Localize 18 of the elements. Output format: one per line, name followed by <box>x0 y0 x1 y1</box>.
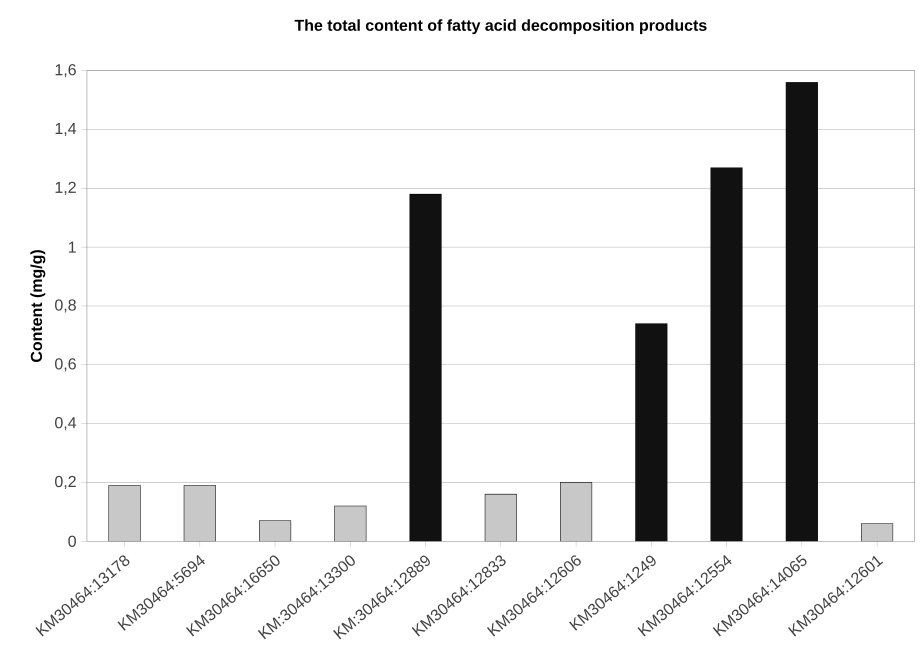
bar <box>410 194 442 542</box>
bar <box>334 506 366 542</box>
bar <box>259 520 292 542</box>
y-tick-label: 1,6 <box>56 64 76 78</box>
y-tick-label: 1,4 <box>56 122 76 136</box>
y-tick-label: 0,6 <box>55 358 76 372</box>
bar <box>635 323 668 542</box>
y-tick-label: 0,2 <box>55 476 76 489</box>
y-axis-title: Content (mg/g) <box>30 250 46 362</box>
bar <box>861 523 894 542</box>
y-tick-label: 0 <box>68 536 76 547</box>
y-tick-label: 0,4 <box>55 416 76 430</box>
y-tick-label: 0,8 <box>55 299 76 312</box>
chart-title: The total content of fatty acid decomposition products <box>294 19 707 34</box>
bar <box>484 494 517 542</box>
y-tick-label: 1 <box>68 242 76 253</box>
y-tick-label: 1,2 <box>56 182 76 195</box>
bar <box>786 82 818 542</box>
